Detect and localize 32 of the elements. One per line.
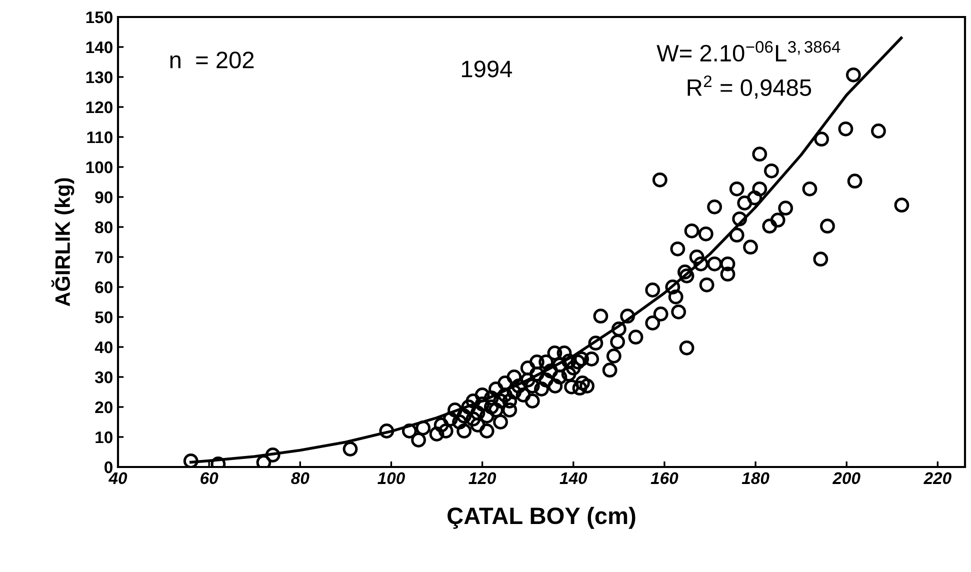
y-tick-label: 140 (86, 41, 112, 54)
y-tick-label: 30 (94, 371, 112, 384)
x-tick-label: 220 (924, 472, 952, 484)
annotation: n = 202 (170, 52, 254, 68)
x-tick-label: 100 (378, 472, 405, 484)
x-tick-label: 200 (832, 472, 860, 484)
y-tick-label: 150 (86, 11, 112, 24)
y-tick-label: 90 (95, 191, 112, 204)
y-tick-label: 130 (86, 71, 112, 84)
y-tick-label: 70 (95, 251, 112, 264)
y-tick-label: 0 (104, 461, 112, 474)
x-tick-label: 120 (468, 472, 496, 484)
x-tick-label: 140 (560, 472, 588, 484)
y-axis-title: AĞIRLIK (kg) (51, 178, 74, 306)
y-tick-label: 20 (95, 401, 112, 414)
x-tick-label: 80 (291, 472, 310, 484)
y-tick-label: 100 (86, 161, 112, 174)
x-tick-label: 180 (742, 472, 770, 484)
annotation: W= 2.10$^{−06}$L$^{3,3864}$ (656, 41, 840, 62)
x-tick-label: 40 (108, 472, 128, 484)
y-tick-label: 120 (86, 101, 112, 114)
y-tick-label: 80 (95, 221, 112, 234)
y-tick-label: 110 (87, 131, 112, 144)
y-tick-label: 10 (96, 431, 112, 444)
annotation: 1994 (462, 60, 512, 78)
y-tick-label: 40 (94, 341, 112, 354)
y-tick-label: 60 (95, 281, 112, 294)
x-axis-title: ÇATAL BOY (cm) (448, 506, 636, 529)
annotation: R$^{2}$ = 0,9485 (688, 75, 812, 99)
x-tick-label: 160 (650, 472, 678, 484)
x-tick-label: 60 (200, 472, 218, 484)
y-tick-label: 50 (95, 311, 112, 324)
